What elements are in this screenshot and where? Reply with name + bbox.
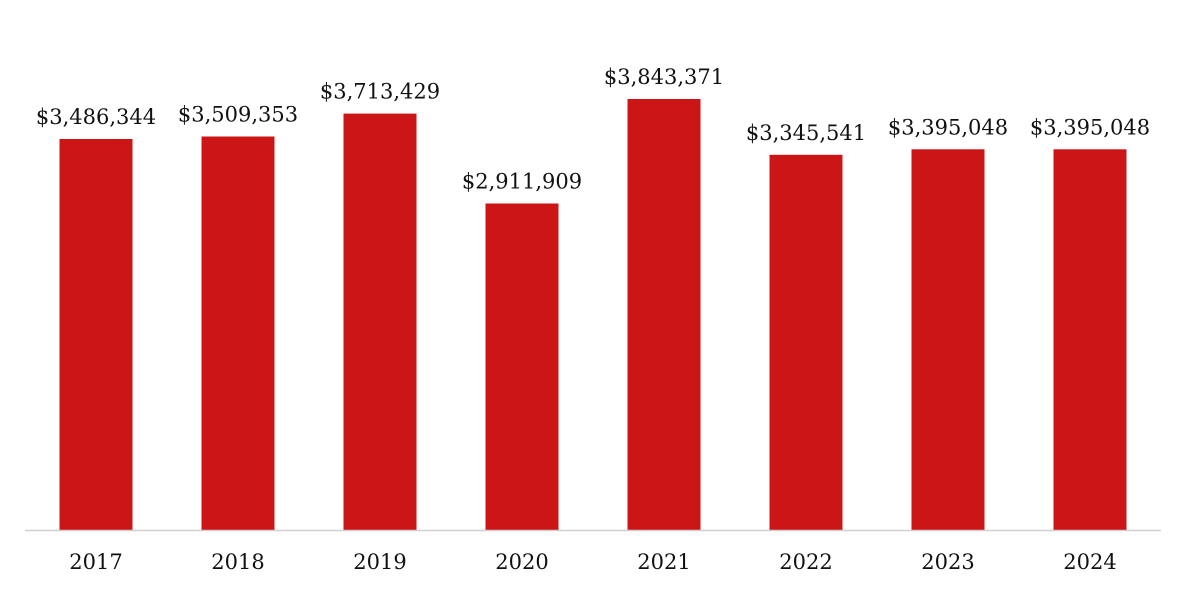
value-labels-group: $3,486,344 $3,509,353 $3,713,429 $2,911,909…	[36, 65, 1150, 194]
x-tick-label-2020: 2020	[495, 550, 548, 574]
bar-2019	[343, 113, 417, 530]
x-tick-label-2022: 2022	[779, 550, 832, 574]
x-tick-label-2018: 2018	[211, 550, 264, 574]
x-tick-label-2024: 2024	[1063, 550, 1116, 574]
value-label-2024: $3,395,048	[1030, 115, 1150, 139]
value-label-2017: $3,486,344	[36, 105, 156, 129]
x-tick-labels-group: 2017 2018 2019 2020 2021 2022 2023 2024	[69, 550, 1116, 574]
bar-2017	[59, 139, 133, 530]
x-tick-label-2019: 2019	[353, 550, 406, 574]
bars-group	[59, 99, 1127, 531]
value-label-2021: $3,843,371	[604, 65, 724, 89]
bar-2020	[485, 203, 559, 530]
bar-2023	[911, 149, 985, 531]
value-label-2019: $3,713,429	[320, 80, 440, 104]
bar-2022	[769, 154, 843, 531]
bar-2024	[1053, 149, 1127, 531]
value-label-2020: $2,911,909	[462, 170, 582, 194]
x-tick-label-2017: 2017	[69, 550, 122, 574]
x-tick-label-2021: 2021	[637, 550, 690, 574]
bar-2021	[627, 99, 701, 530]
x-tick-label-2023: 2023	[921, 550, 974, 574]
value-label-2022: $3,345,541	[746, 121, 866, 145]
value-label-2018: $3,509,353	[178, 103, 298, 127]
value-label-2023: $3,395,048	[888, 115, 1008, 139]
bar-2018	[201, 136, 275, 530]
